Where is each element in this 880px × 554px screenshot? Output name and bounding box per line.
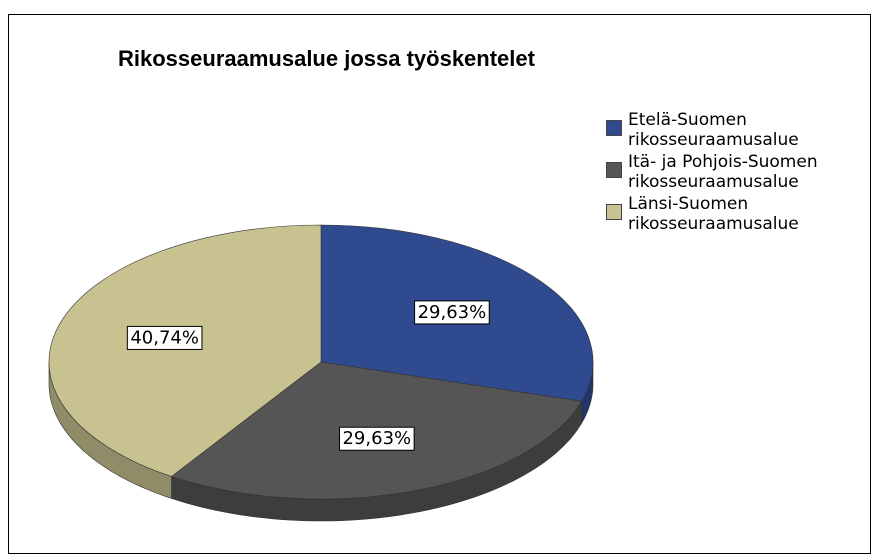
legend-item: Etelä-Suomen rikosseuraamusalue <box>606 110 846 150</box>
legend-swatch <box>606 120 622 136</box>
slice <box>48 224 322 477</box>
value-label-box <box>126 325 203 350</box>
value-label: 29,63% <box>418 302 487 323</box>
legend-item: Itä- ja Pohjois-Suomen rikosseuraamusalu… <box>606 152 846 192</box>
value-label-box <box>338 426 415 451</box>
value-label-group: 40,74% <box>126 325 203 350</box>
legend-swatch <box>606 204 622 220</box>
page: Rikosseuraamusalue jossa työskentelet 29… <box>8 14 871 554</box>
chart: Rikosseuraamusalue jossa työskentelet 29… <box>48 46 594 522</box>
legend-label: Länsi-Suomen rikosseuraamusalue <box>628 194 799 234</box>
legend-item: Länsi-Suomen rikosseuraamusalue <box>606 194 846 234</box>
legend: Etelä-Suomen rikosseuraamusalue Itä- ja P… <box>606 110 846 236</box>
legend-label: Itä- ja Pohjois-Suomen rikosseuraamusalu… <box>628 152 818 192</box>
value-label-box <box>414 300 490 325</box>
legend-label: Etelä-Suomen rikosseuraamusalue <box>628 110 799 150</box>
value-label: 40,74% <box>130 327 199 348</box>
value-label: 29,63% <box>342 428 411 449</box>
value-label-group: 29,63% <box>414 300 490 325</box>
legend-swatch <box>606 162 622 178</box>
chart-title: Rikosseuraamusalue jossa työskentelet <box>118 46 536 71</box>
value-label-group: 29,63% <box>338 426 415 451</box>
